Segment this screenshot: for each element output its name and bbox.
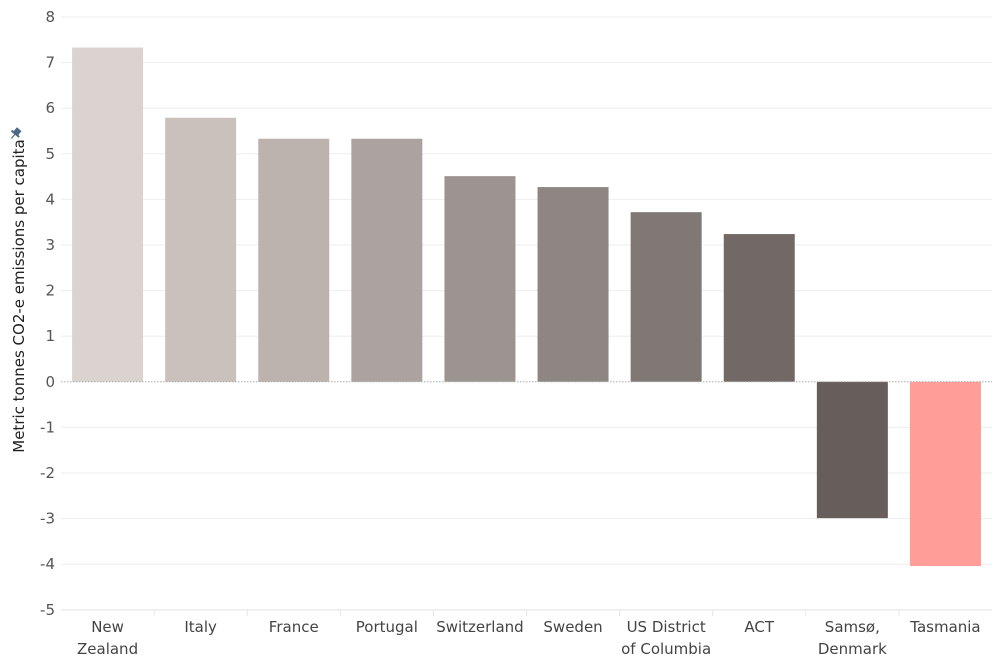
x-category-label: Samsø, Denmark xyxy=(818,618,887,655)
bar[interactable] xyxy=(72,47,144,382)
x-category-label: Sweden xyxy=(543,618,602,636)
y-axis-title: Metric tonnes CO2-e emissions per capita xyxy=(10,139,28,452)
bar[interactable] xyxy=(630,212,702,382)
bar[interactable] xyxy=(351,138,423,382)
y-tick-label: -3 xyxy=(40,510,55,528)
pin-icon[interactable] xyxy=(8,126,23,142)
y-tick-label: -4 xyxy=(40,555,55,573)
x-category-label: Switzerland xyxy=(436,618,524,636)
bar[interactable] xyxy=(165,117,237,382)
y-tick-label: -1 xyxy=(40,418,55,436)
y-tick-label: 7 xyxy=(45,54,55,72)
bar[interactable] xyxy=(444,176,516,382)
x-category-label: New Zealand xyxy=(77,618,138,655)
bar[interactable] xyxy=(816,381,888,519)
y-tick-label: 6 xyxy=(45,99,55,117)
y-tick-label: 1 xyxy=(45,327,55,345)
y-tick-label: -5 xyxy=(40,601,55,619)
bar[interactable] xyxy=(258,138,330,382)
y-tick-label: 8 xyxy=(45,8,55,26)
y-axis-ticks: 8 7 6 5 4 3 2 1 0 -1 -2 -3 -4 -5 xyxy=(40,8,55,619)
y-tick-label: 4 xyxy=(45,190,55,208)
x-category-label: ACT xyxy=(744,618,774,636)
y-tick-label: -2 xyxy=(40,464,55,482)
y-tick-label: 5 xyxy=(45,145,55,163)
x-category-label: France xyxy=(269,618,319,636)
y-tick-label: 3 xyxy=(45,236,55,254)
x-category-label: Italy xyxy=(184,618,217,636)
x-axis-labels: New Zealand Italy France Portugal Switzerland… xyxy=(77,618,981,655)
y-tick-label: 0 xyxy=(45,373,55,391)
y-tick-label: 2 xyxy=(45,282,55,300)
bar[interactable] xyxy=(909,381,981,567)
x-category-label: Portugal xyxy=(356,618,418,636)
bar[interactable] xyxy=(723,234,795,382)
x-category-label: US District of Columbia xyxy=(621,618,711,655)
x-category-label: Tasmania xyxy=(909,618,980,636)
bars xyxy=(61,47,992,567)
bar[interactable] xyxy=(537,187,609,382)
